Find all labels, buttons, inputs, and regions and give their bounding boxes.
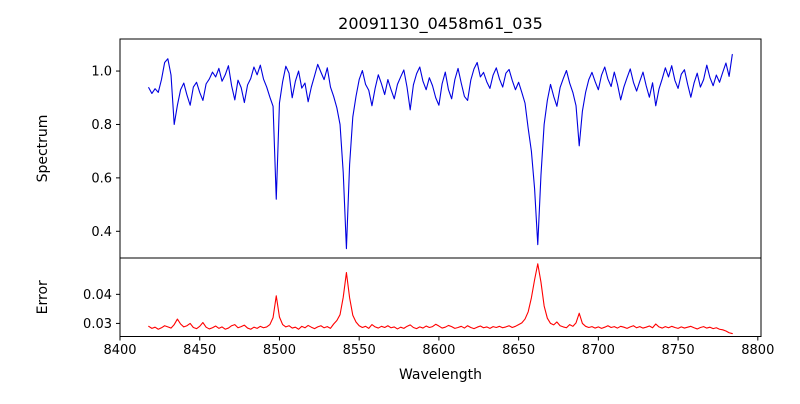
x-tick-label: 8450 xyxy=(183,343,216,358)
x-tick-label: 8600 xyxy=(422,343,455,358)
error-line-group xyxy=(148,263,733,335)
x-tick-label: 8800 xyxy=(741,343,774,358)
spectrum-y-tick-label: 1.0 xyxy=(91,65,112,80)
x-tick-label: 8700 xyxy=(582,343,615,358)
spectrum-axes-spine xyxy=(119,38,762,259)
error-axes-spine xyxy=(119,257,762,337)
chart-title: 20091130_0458m61_035 xyxy=(338,14,543,34)
y-axis-label-spectrum: Spectrum xyxy=(35,115,51,183)
spectrum-y-tick-label: 0.8 xyxy=(91,118,112,133)
x-tick-label: 8400 xyxy=(103,343,136,358)
error-line xyxy=(148,263,733,335)
error-y-tick-label: 0.03 xyxy=(83,317,112,332)
x-tick-label: 8650 xyxy=(502,343,535,358)
x-tick-label: 8500 xyxy=(263,343,296,358)
spectrum-y-tick-label: 0.4 xyxy=(91,225,112,240)
spectrum-y-tick-label: 0.6 xyxy=(91,171,112,186)
x-tick-label: 8550 xyxy=(343,343,376,358)
spectrum-line xyxy=(148,53,733,250)
spectrum-line-group xyxy=(148,53,733,250)
y-axis-label-error: Error xyxy=(35,280,51,314)
x-axis-label: Wavelength xyxy=(399,367,482,383)
error-y-tick-label: 0.04 xyxy=(83,288,112,303)
x-tick-label: 8750 xyxy=(662,343,695,358)
